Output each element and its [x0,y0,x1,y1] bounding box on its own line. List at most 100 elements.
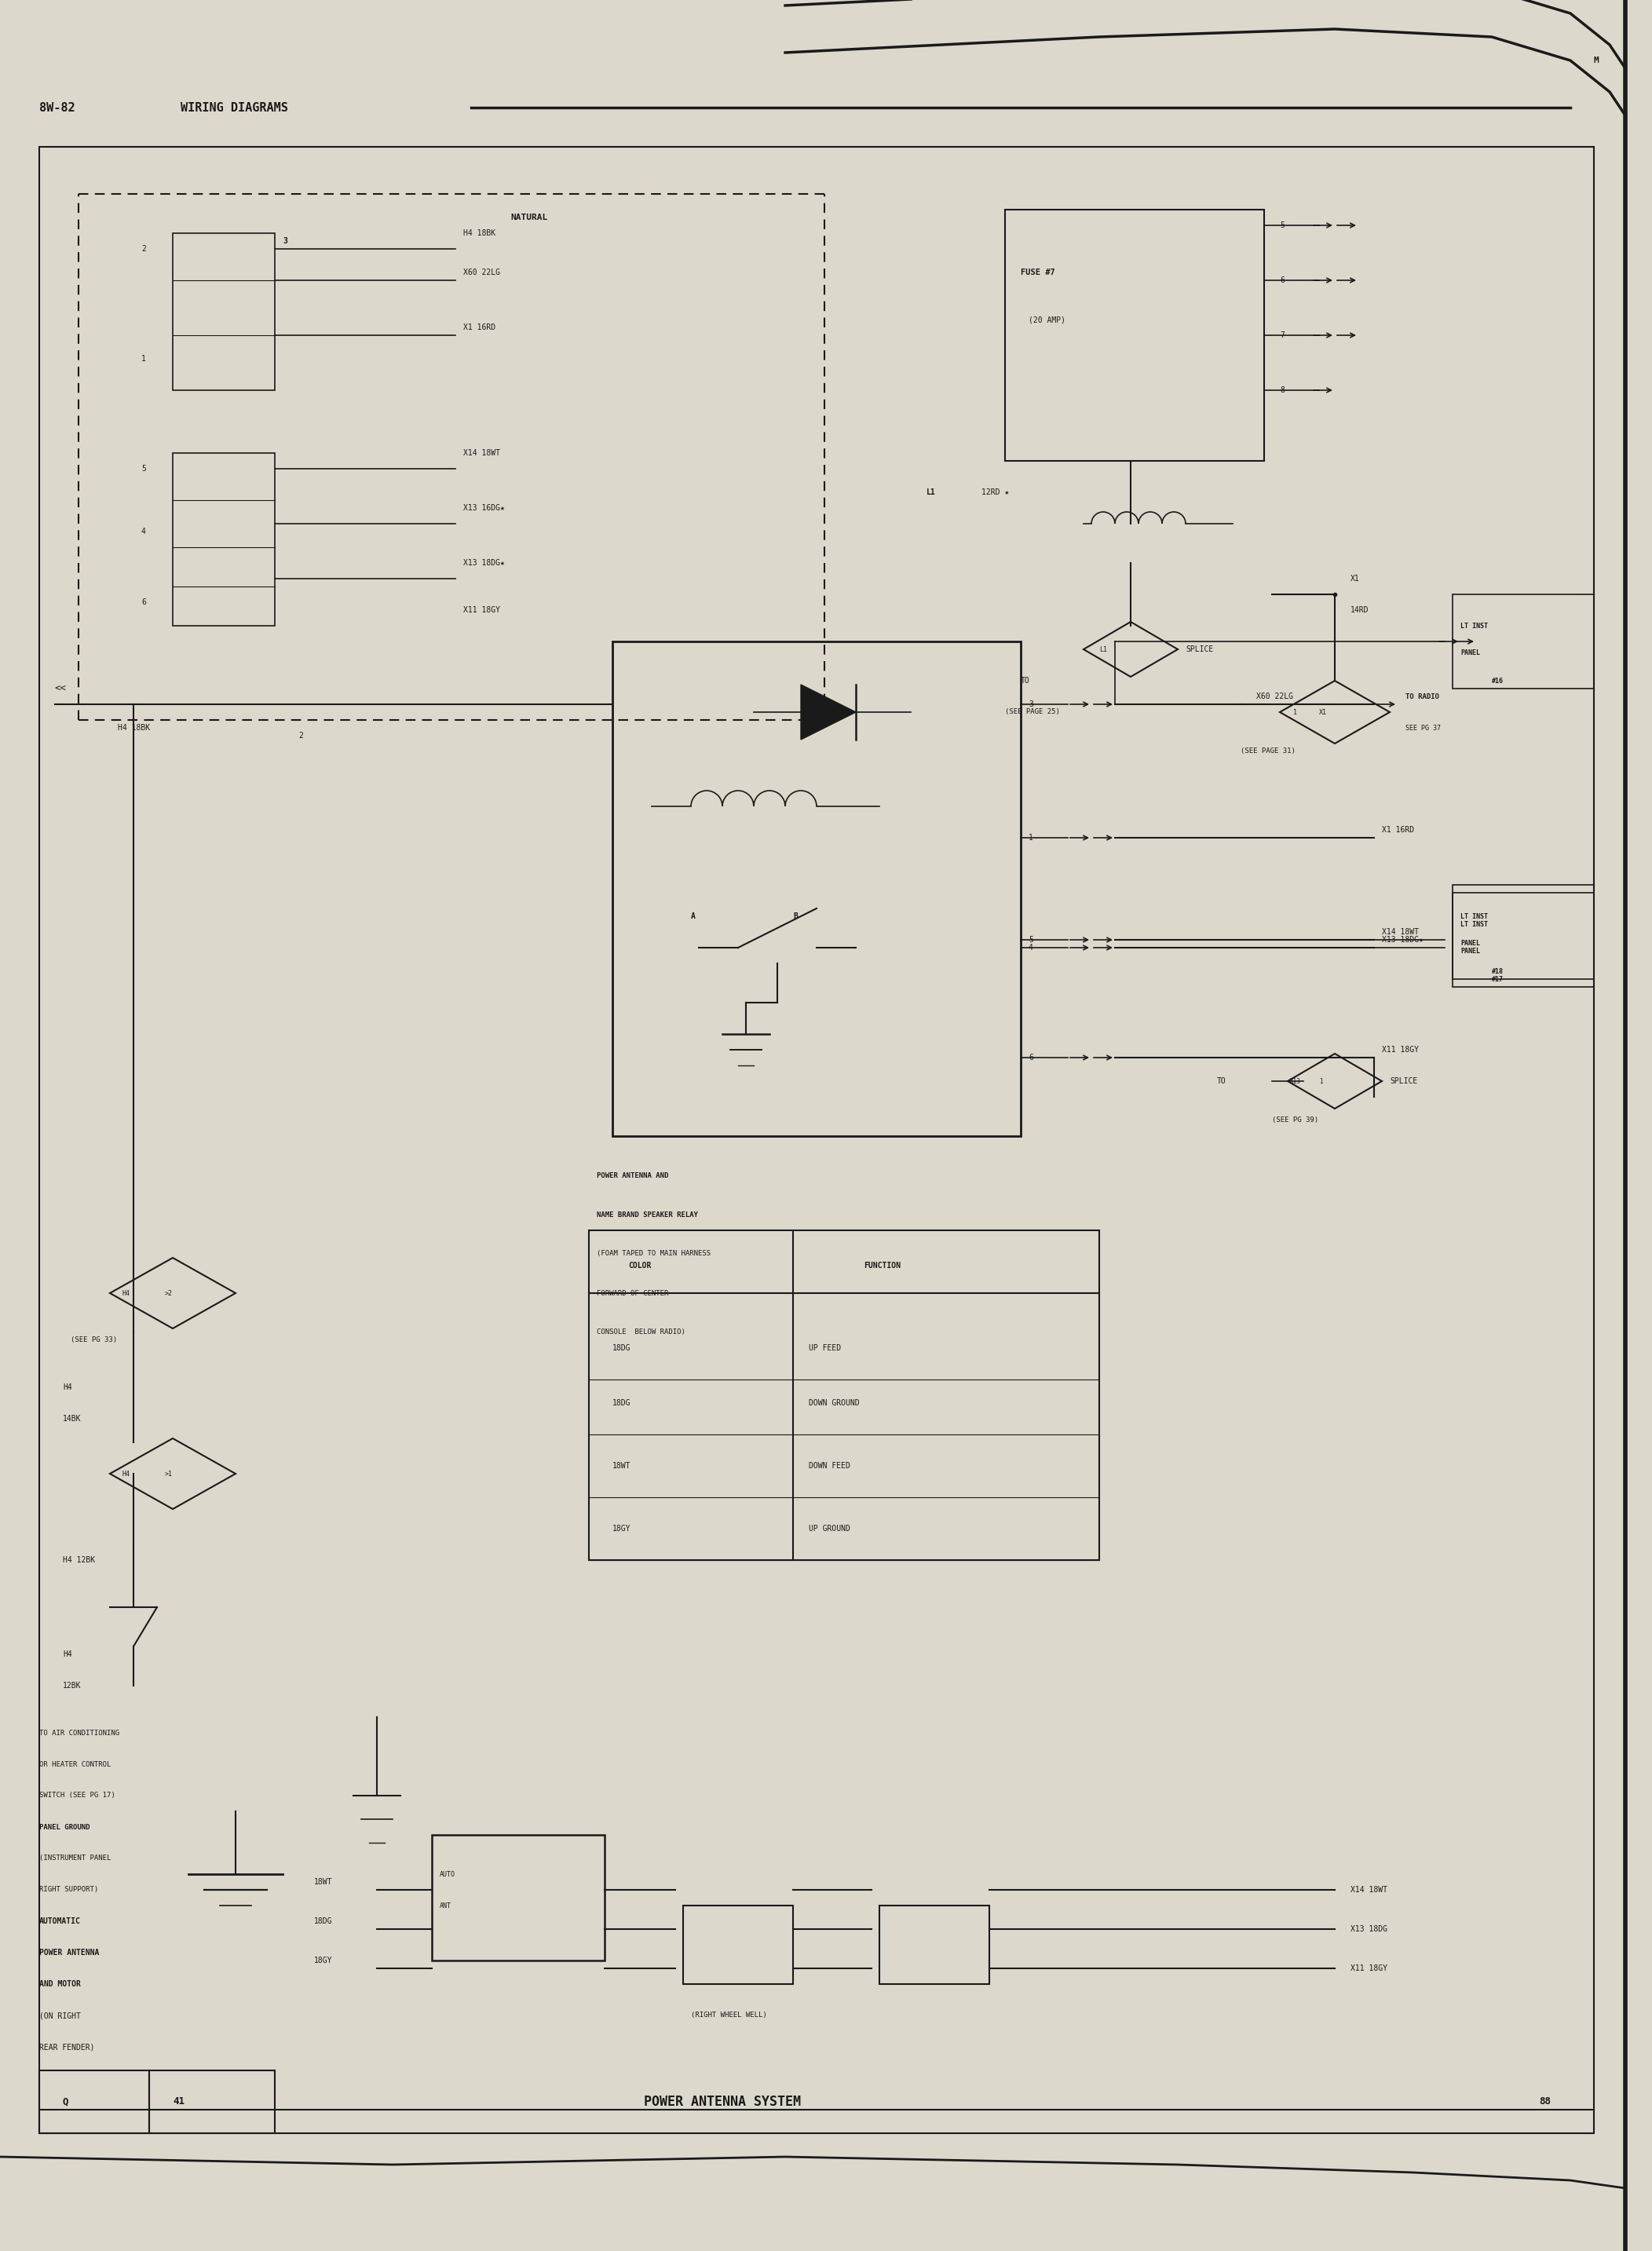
Text: 1: 1 [1029,833,1032,842]
Text: PANEL: PANEL [1460,941,1480,948]
Text: 1: 1 [142,356,145,362]
Text: FORWARD OF CENTER: FORWARD OF CENTER [596,1290,669,1297]
Text: DOWN FEED: DOWN FEED [809,1461,851,1470]
Text: (RIGHT WHEEL WELL): (RIGHT WHEEL WELL) [691,2012,767,2019]
Text: >1: >1 [165,1470,173,1477]
Text: 3: 3 [1029,700,1032,709]
Text: SWITCH (SEE PG 17): SWITCH (SEE PG 17) [40,1792,116,1799]
Text: X13 18DG★: X13 18DG★ [463,558,506,567]
Text: 5: 5 [1029,936,1032,943]
Text: AUTOMATIC: AUTOMATIC [40,1918,81,1925]
Text: 41: 41 [173,2096,185,2107]
Text: #17: #17 [1492,975,1503,984]
Text: 18DG: 18DG [613,1344,631,1353]
Text: X11 18GY: X11 18GY [1350,1965,1388,1972]
Text: ANT: ANT [439,1902,451,1909]
Text: TO AIR CONDITIONING: TO AIR CONDITIONING [40,1729,119,1736]
Text: REAR FENDER): REAR FENDER) [40,2044,94,2051]
Bar [1452,894,1594,986]
Text: SEE PG 37: SEE PG 37 [1406,725,1441,732]
Text: <<: << [55,684,66,693]
Text: 18DG: 18DG [314,1918,332,1925]
Bar [173,452,274,626]
Text: PANEL GROUND: PANEL GROUND [40,1823,89,1830]
Text: H4 18BK: H4 18BK [463,230,496,236]
Bar [879,1907,990,1983]
Text: X60 22LG: X60 22LG [1256,693,1294,700]
Text: (SEE PG 39): (SEE PG 39) [1272,1116,1318,1123]
Text: (SEE PAGE 25): (SEE PAGE 25) [1004,709,1061,716]
Text: 2: 2 [142,245,145,252]
Text: 4: 4 [1029,943,1032,952]
Text: X13 18DG★: X13 18DG★ [1383,936,1424,943]
Text: X13 18DG: X13 18DG [1350,1925,1388,1934]
Text: X1: X1 [1350,574,1360,583]
Text: 12BK: 12BK [63,1681,81,1691]
Text: FUSE #7: FUSE #7 [1021,268,1056,277]
Bar [588,1231,1099,1560]
Text: >2: >2 [165,1290,173,1297]
Bar [431,1835,605,1961]
Text: X11 18GY: X11 18GY [1383,1047,1419,1053]
Text: 12RD ★: 12RD ★ [981,488,1009,495]
Bar [1004,209,1264,461]
Text: 18GY: 18GY [613,1524,631,1533]
Bar [1452,885,1594,979]
Text: TO: TO [1021,678,1029,684]
Text: 14RD: 14RD [1350,606,1370,615]
Bar [173,234,274,389]
Text: LT INST: LT INST [1460,921,1488,927]
Text: UP FEED: UP FEED [809,1344,841,1353]
Text: H4: H4 [63,1384,73,1391]
Text: 14BK: 14BK [63,1416,81,1423]
Text: LT INST: LT INST [1460,621,1488,630]
Text: SPLICE: SPLICE [1389,1078,1417,1085]
Text: TO RADIO: TO RADIO [1406,693,1439,700]
Text: L1: L1 [927,488,935,495]
Text: LT INST: LT INST [1460,912,1488,921]
Text: X1: X1 [1318,709,1327,716]
Text: X60 22LG: X60 22LG [463,268,501,277]
Text: (FOAM TAPED TO MAIN HARNESS: (FOAM TAPED TO MAIN HARNESS [596,1249,710,1258]
Bar [40,2071,149,2134]
Text: X1 16RD: X1 16RD [463,324,496,331]
Text: (ON RIGHT: (ON RIGHT [40,2012,81,2019]
Text: 18WT: 18WT [314,1877,332,1886]
Text: 3: 3 [282,236,287,245]
Text: POWER ANTENNA SYSTEM: POWER ANTENNA SYSTEM [644,2096,801,2109]
Text: (INSTRUMENT PANEL: (INSTRUMENT PANEL [40,1855,111,1862]
Text: POWER ANTENNA: POWER ANTENNA [40,1949,99,1956]
Text: 8: 8 [1280,387,1285,394]
Bar [149,2071,274,2134]
Text: H4 12BK: H4 12BK [63,1555,96,1564]
Text: PANEL: PANEL [1460,948,1480,954]
Text: NATURAL: NATURAL [510,214,547,221]
Text: 8W-82: 8W-82 [40,101,74,113]
Text: SPLICE: SPLICE [1186,646,1213,653]
Text: X14 18WT: X14 18WT [463,450,501,457]
Text: 6: 6 [142,599,145,606]
Text: 4: 4 [142,527,145,536]
Text: H4 18BK: H4 18BK [117,725,150,732]
Text: PANEL: PANEL [1460,651,1480,657]
Text: (20 AMP): (20 AMP) [1029,315,1066,324]
Text: NAME BRAND SPEAKER RELAY: NAME BRAND SPEAKER RELAY [596,1211,699,1218]
Text: 7: 7 [1280,331,1285,340]
Text: 18GY: 18GY [314,1956,332,1965]
Text: 2: 2 [299,732,302,741]
Text: COLOR: COLOR [628,1263,651,1270]
Text: TO: TO [1218,1078,1226,1085]
Text: 1: 1 [1318,1078,1323,1085]
Text: X13: X13 [1290,1078,1302,1085]
Text: 88: 88 [1540,2096,1551,2107]
Text: M: M [1594,56,1599,65]
Text: OR HEATER CONTROL: OR HEATER CONTROL [40,1760,111,1767]
Text: 18WT: 18WT [613,1461,631,1470]
Text: 18DG: 18DG [613,1400,631,1407]
Text: 5: 5 [1280,221,1285,230]
Text: (SEE PG 33): (SEE PG 33) [71,1337,117,1344]
Bar [613,642,1021,1137]
Text: AND MOTOR: AND MOTOR [40,1981,81,1988]
Text: H4: H4 [122,1470,129,1477]
Text: 5: 5 [142,464,145,473]
